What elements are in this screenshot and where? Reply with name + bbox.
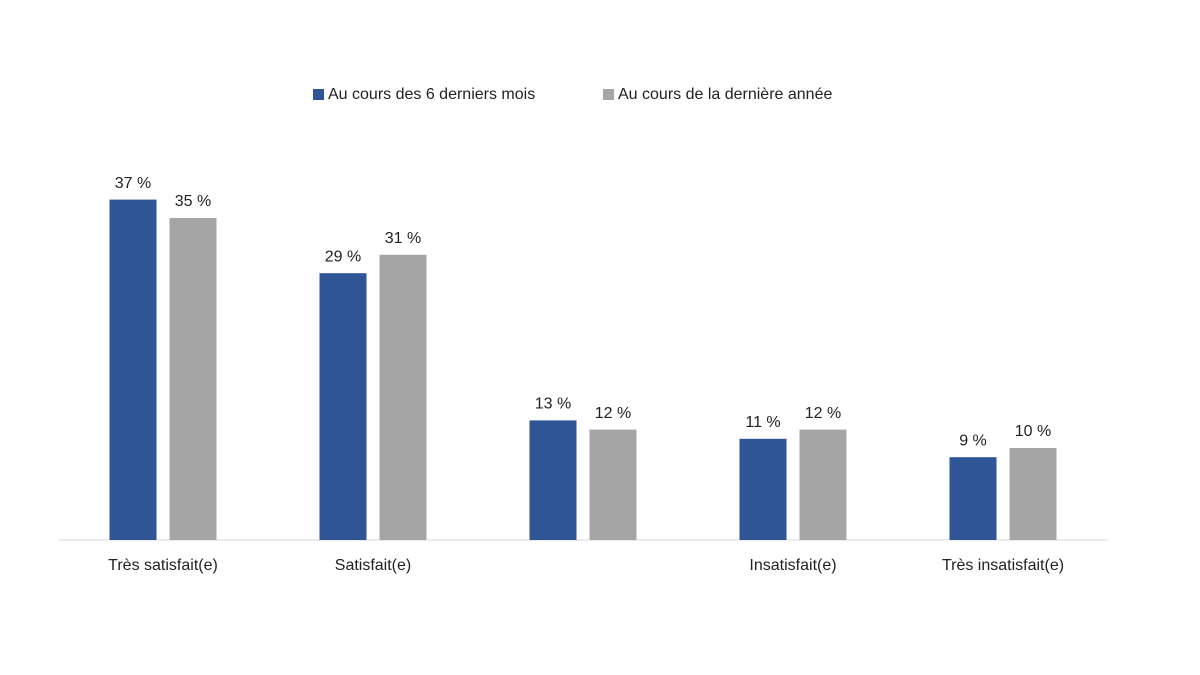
- legend-swatch: [313, 89, 324, 100]
- x-tick-label: Insatisfait(e): [749, 557, 836, 574]
- legend-label: Au cours des 6 derniers mois: [328, 86, 535, 103]
- value-label: 11 %: [745, 414, 780, 431]
- bar: [379, 254, 427, 541]
- x-tick-label: Satisfait(e): [335, 557, 411, 574]
- value-label: 13 %: [535, 396, 571, 413]
- value-label: 37 %: [115, 175, 151, 192]
- legend-swatch: [603, 89, 614, 100]
- bar: [319, 273, 367, 540]
- bar: [169, 218, 217, 540]
- value-label: 29 %: [325, 248, 361, 265]
- bar: [739, 438, 787, 540]
- value-label: 12 %: [595, 405, 631, 422]
- value-label: 12 %: [805, 405, 841, 422]
- bar: [1009, 448, 1057, 540]
- bar: [529, 420, 577, 540]
- legend-label: Au cours de la dernière année: [618, 86, 832, 103]
- bar: [949, 457, 997, 540]
- bar: [109, 199, 157, 540]
- value-label: 9 %: [959, 432, 987, 449]
- value-label: 35 %: [175, 193, 211, 210]
- bar: [589, 429, 637, 540]
- x-tick-label: Très satisfait(e): [108, 557, 218, 574]
- value-label: 10 %: [1015, 423, 1051, 440]
- bar: [799, 429, 847, 540]
- value-label: 31 %: [385, 230, 421, 247]
- x-tick-label: Très insatisfait(e): [942, 557, 1064, 574]
